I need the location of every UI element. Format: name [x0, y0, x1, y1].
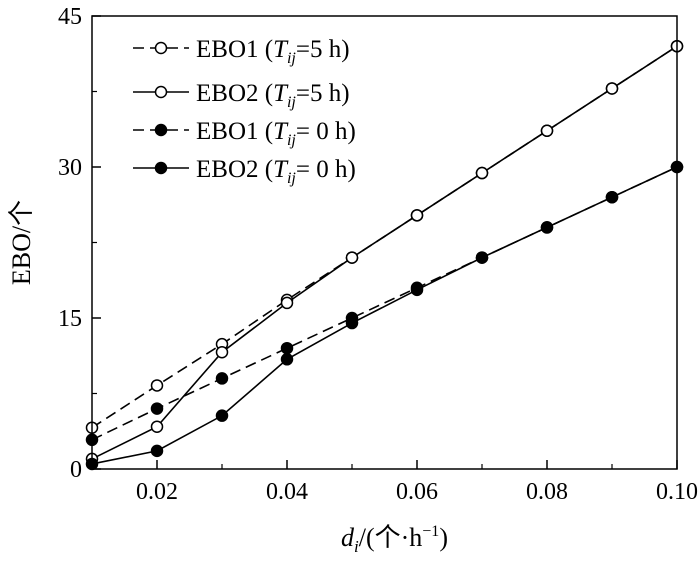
x-tick-label: 0.06 — [396, 479, 438, 505]
data-point — [410, 283, 424, 297]
legend-label-main: EBO2 ( — [196, 80, 273, 107]
legend-label-main: EBO1 ( — [196, 36, 273, 63]
x-tick-label: 0.10 — [656, 479, 698, 505]
data-point — [215, 345, 229, 359]
data-point — [215, 372, 229, 385]
legend-label-main: EBO2 ( — [196, 156, 273, 183]
x-tick-label: 0.02 — [136, 479, 178, 505]
legend-label-rest: =5 h) — [296, 36, 350, 63]
legend-label-subscript: ij — [287, 94, 296, 111]
legend-label-var: T — [273, 80, 289, 107]
axes-layer: 0 15 30 45 0.02 0.04 0.06 0.08 0.10 EBO/个 di/(个·h−… — [7, 4, 698, 556]
legend-marker — [154, 41, 168, 55]
y-axis-title: EBO/个 — [7, 200, 36, 285]
legend-marker — [154, 161, 168, 175]
legend-label-subscript: ij — [287, 132, 296, 149]
x-axis-title-unit: /(个·h — [359, 523, 423, 552]
y-tick-label: 45 — [58, 4, 82, 30]
legend-label-rest: =5 h) — [296, 80, 350, 107]
legend-label: EBO1 (Tij=5 h) — [196, 36, 350, 67]
x-axis-title: di/(个·h−1) — [341, 523, 448, 556]
data-point — [345, 251, 359, 264]
y-tick-label: 15 — [58, 306, 82, 332]
series-layer — [85, 39, 684, 471]
series-3 — [85, 160, 684, 447]
data-point — [215, 409, 229, 422]
legend-label-var: T — [273, 36, 289, 63]
data-point — [540, 221, 554, 234]
legend-label-var: T — [273, 118, 289, 145]
legend-label: EBO2 (Tij=5 h) — [196, 80, 350, 111]
legend-label: EBO1 (Tij= 0 h) — [196, 118, 356, 149]
legend-label-rest: = 0 h) — [296, 156, 356, 183]
data-point — [410, 209, 424, 222]
x-axis-title-superscript: −1 — [422, 523, 439, 540]
series-2 — [85, 39, 684, 466]
legend-label-rest: = 0 h) — [296, 118, 356, 145]
legend-label-var: T — [273, 156, 289, 183]
data-point — [280, 296, 294, 310]
x-tick-label: 0.04 — [266, 479, 308, 505]
data-point — [345, 316, 359, 330]
x-axis-title-subscript: i — [354, 537, 359, 556]
data-point — [150, 379, 164, 392]
data-point — [280, 353, 294, 366]
legend-item-3: EBO1 (Tij= 0 h) — [133, 118, 356, 149]
data-point — [475, 166, 489, 180]
x-tick-label: 0.08 — [526, 479, 568, 505]
series-2-line — [91, 45, 678, 460]
data-point — [540, 124, 554, 138]
data-point — [280, 341, 294, 355]
x-axis-title-end: ) — [439, 523, 448, 552]
series-4-line — [91, 166, 678, 465]
y-tick-label: 0 — [70, 457, 82, 483]
legend-label: EBO2 (Tij= 0 h) — [196, 156, 356, 187]
legend-label-subscript: ij — [287, 50, 296, 67]
legend-marker — [154, 123, 168, 137]
y-tick-label: 30 — [58, 155, 82, 181]
legend-marker — [154, 85, 168, 99]
data-point — [150, 402, 164, 415]
legend-item-2: EBO2 (Tij=5 h) — [133, 80, 350, 111]
data-point — [150, 420, 164, 433]
data-point — [150, 444, 164, 458]
series-4 — [85, 160, 684, 471]
legend-label-subscript: ij — [287, 170, 296, 187]
legend-item-4: EBO2 (Tij= 0 h) — [133, 156, 356, 187]
data-point — [605, 82, 619, 95]
data-point — [475, 251, 489, 264]
legend: EBO1 (Tij=5 h)EBO2 (Tij=5 h)EBO1 (Tij= 0… — [133, 36, 356, 187]
legend-item-1: EBO1 (Tij=5 h) — [133, 36, 350, 67]
legend-label-main: EBO1 ( — [196, 118, 273, 145]
x-axis-title-var: d — [341, 523, 355, 552]
data-point — [605, 190, 619, 204]
